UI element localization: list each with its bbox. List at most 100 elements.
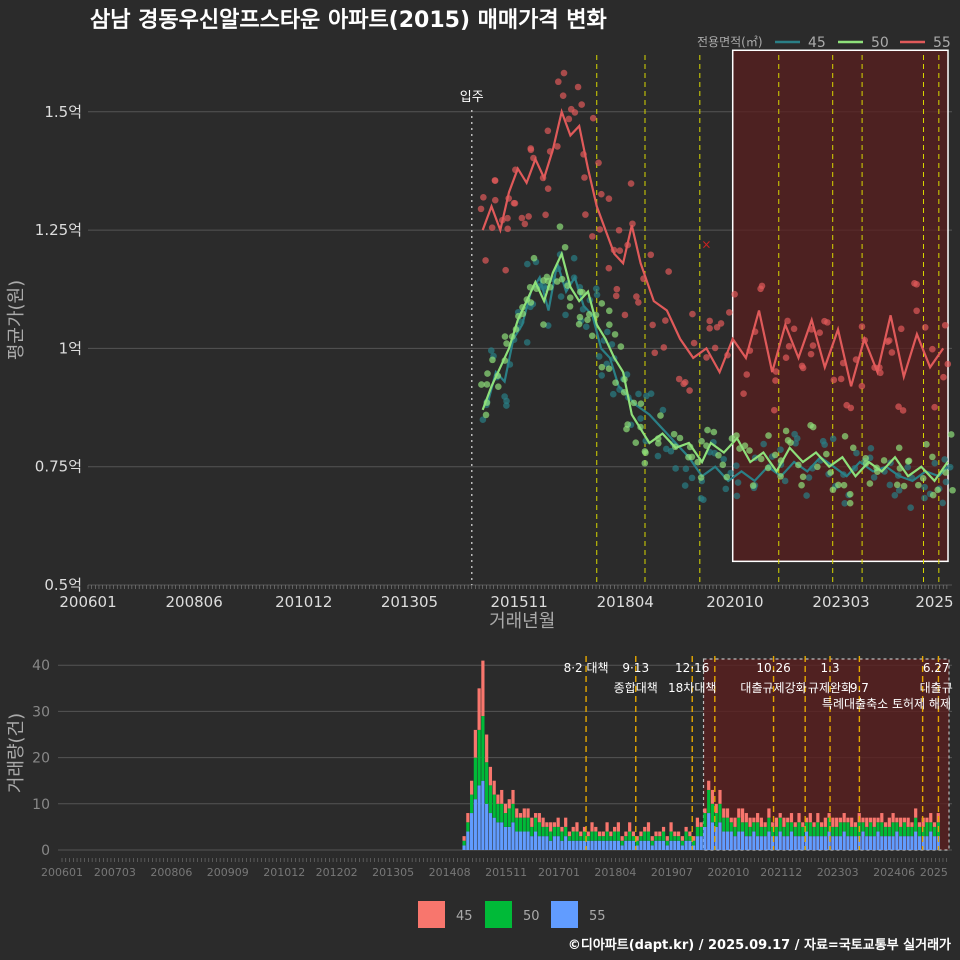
scatter-point-55 xyxy=(921,324,929,331)
scatter-point-45 xyxy=(479,416,487,424)
volume-bar-55 xyxy=(541,836,545,850)
volume-bar-50 xyxy=(816,822,820,837)
volume-bar-45 xyxy=(620,836,624,841)
volume-bar-50 xyxy=(549,831,553,841)
legend-label-55: 55 xyxy=(933,35,951,51)
x-tick-label: 201305 xyxy=(381,593,438,611)
volume-bar-50 xyxy=(846,822,850,837)
volume-bar-45 xyxy=(496,794,500,804)
volume-bar-50 xyxy=(835,826,839,837)
volume-bar-50 xyxy=(571,831,575,841)
volume-bar-50 xyxy=(597,836,602,841)
scatter-point-45 xyxy=(939,499,946,507)
volume-bar-45 xyxy=(763,822,767,827)
volume-bar-55 xyxy=(917,836,922,850)
bar-x-tick-label: 2025 xyxy=(920,866,948,879)
volume-bar-45 xyxy=(876,817,880,823)
volume-bar-50 xyxy=(684,831,688,841)
scatter-point-55 xyxy=(711,344,719,352)
volume-bar-50 xyxy=(541,826,545,837)
volume-bar-55 xyxy=(827,831,831,850)
volume-bar-50 xyxy=(620,840,624,846)
volume-bar-45 xyxy=(530,817,534,827)
scatter-point-45 xyxy=(921,494,928,502)
volume-bar-50 xyxy=(793,826,797,837)
volume-bar-55 xyxy=(571,840,575,850)
volume-bar-55 xyxy=(507,826,511,850)
volume-bar-45 xyxy=(613,826,617,832)
scatter-point-50 xyxy=(624,421,631,428)
volume-bar-50 xyxy=(526,817,530,832)
legend-label-50: 50 xyxy=(871,35,889,51)
volume-bar-55 xyxy=(639,840,643,850)
volume-bar-45 xyxy=(597,831,602,837)
volume-bar-55 xyxy=(763,836,767,850)
volume-bar-50 xyxy=(605,831,609,841)
scatter-point-50 xyxy=(757,455,765,463)
volume-bar-45 xyxy=(759,817,763,827)
scatter-point-45 xyxy=(853,449,860,457)
volume-bar-55 xyxy=(526,831,530,850)
scatter-point-55 xyxy=(689,310,696,318)
volume-bar-45 xyxy=(541,817,545,827)
scatter-point-45 xyxy=(720,455,727,463)
bar-x-tick-label: 200806 xyxy=(150,866,192,879)
volume-bar-50 xyxy=(488,785,493,814)
scatter-point-55 xyxy=(944,360,952,368)
scatter-point-55 xyxy=(830,376,838,384)
scatter-point-55 xyxy=(913,307,920,315)
volume-bar-50 xyxy=(804,822,809,832)
scatter-point-50 xyxy=(929,491,937,499)
y-tick-label: 0.5억 xyxy=(44,576,82,594)
volume-bar-55 xyxy=(556,836,560,850)
volume-bar-55 xyxy=(692,845,696,850)
volume-bar-55 xyxy=(729,831,733,850)
scatter-point-50 xyxy=(611,331,619,338)
scatter-point-55 xyxy=(837,375,845,383)
volume-bar-50 xyxy=(635,840,639,846)
volume-bar-50 xyxy=(609,836,613,841)
volume-bar-55 xyxy=(590,840,594,850)
scatter-point-55 xyxy=(571,109,579,116)
scatter-point-50 xyxy=(637,400,645,407)
volume-bar-50 xyxy=(692,840,696,846)
scatter-point-55 xyxy=(598,190,605,198)
volume-bar-45 xyxy=(680,836,684,841)
volume-bar-50 xyxy=(545,826,549,837)
volume-bar-50 xyxy=(665,840,669,846)
volume-bar-45 xyxy=(752,817,756,823)
volume-bar-50 xyxy=(910,826,914,837)
scatter-point-50 xyxy=(688,453,696,461)
volume-bar-45 xyxy=(789,813,794,823)
scatter-point-45 xyxy=(562,311,569,319)
volume-bar-55 xyxy=(831,836,835,850)
volume-bar-50 xyxy=(564,826,568,837)
policy-annotation-line2: 대출규제강화 xyxy=(740,681,806,695)
volume-bar-45 xyxy=(880,813,884,823)
volume-bar-55 xyxy=(793,836,797,850)
volume-bar-55 xyxy=(752,831,756,850)
scatter-point-50 xyxy=(934,486,942,494)
scatter-point-55 xyxy=(940,373,947,381)
scatter-point-50 xyxy=(849,444,857,452)
volume-bar-50 xyxy=(661,831,666,841)
scatter-point-55 xyxy=(731,290,738,298)
scatter-point-55 xyxy=(680,380,687,388)
scatter-point-55 xyxy=(621,311,629,319)
scatter-point-55 xyxy=(675,375,683,383)
volume-bar-45 xyxy=(872,817,876,827)
scatter-point-55 xyxy=(690,339,698,347)
volume-bar-45 xyxy=(628,822,632,832)
volume-bar-55 xyxy=(929,831,933,850)
volume-bar-55 xyxy=(496,822,500,850)
volume-bar-45 xyxy=(658,831,662,837)
scatter-point-45 xyxy=(593,291,601,299)
scatter-point-50 xyxy=(862,454,869,462)
volume-bar-50 xyxy=(624,836,628,841)
volume-bar-50 xyxy=(646,831,651,841)
scatter-point-50 xyxy=(704,426,711,434)
scatter-point-50 xyxy=(605,307,613,315)
volume-bar-45 xyxy=(842,813,846,823)
scatter-point-55 xyxy=(491,177,499,184)
